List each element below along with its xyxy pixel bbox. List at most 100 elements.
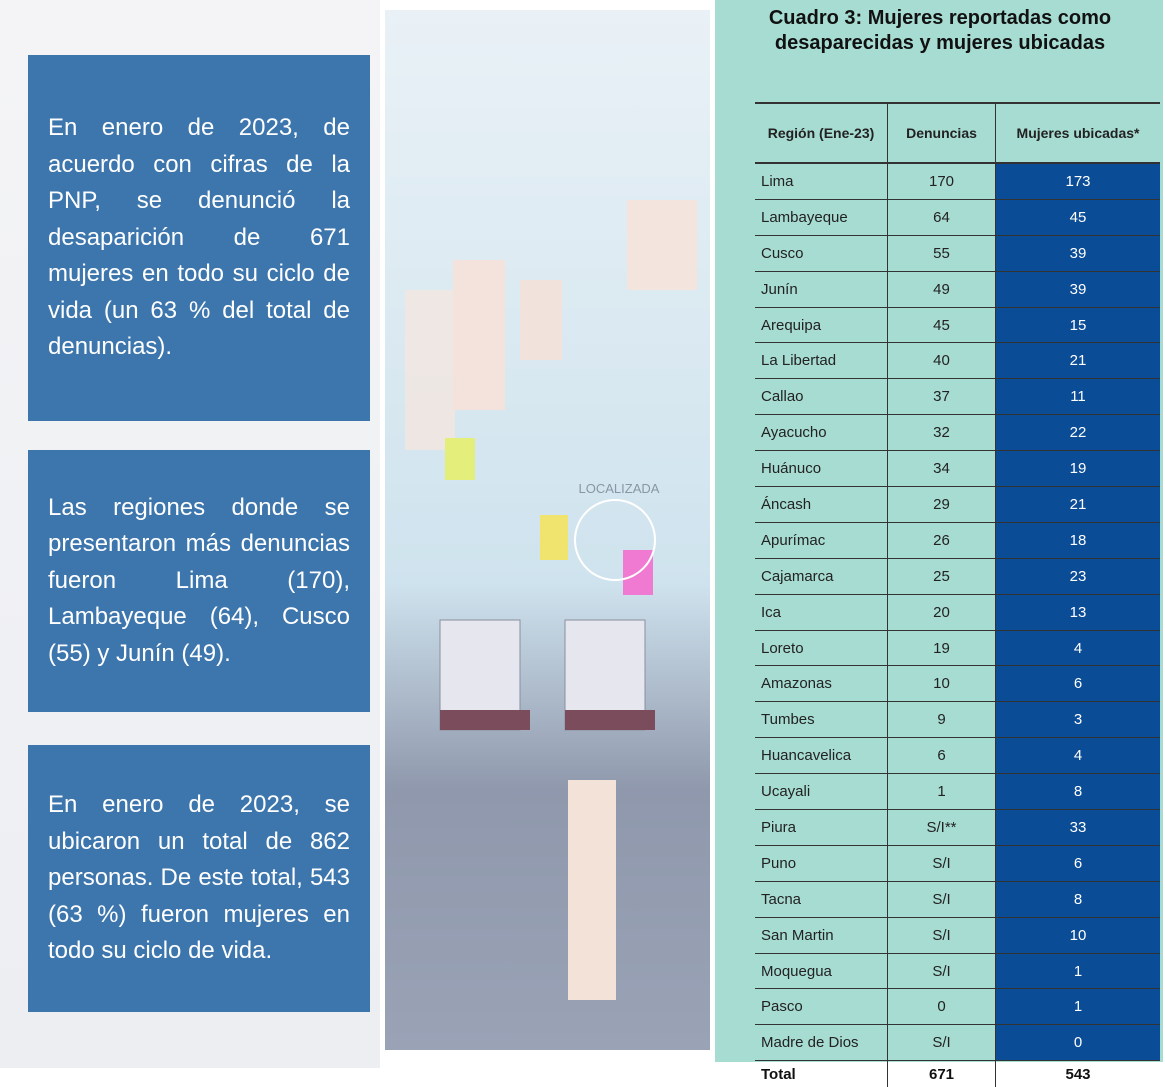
table-cell: Loreto bbox=[755, 630, 888, 666]
table-cell: Junín bbox=[755, 271, 888, 307]
table-cell: Total bbox=[755, 1061, 888, 1087]
table-cell: 37 bbox=[888, 379, 996, 415]
table-cell: Áncash bbox=[755, 487, 888, 523]
table-cell: 10 bbox=[996, 917, 1161, 953]
table-cell: S/I bbox=[888, 953, 996, 989]
table-cell: 18 bbox=[996, 522, 1161, 558]
table-cell: 10 bbox=[888, 666, 996, 702]
table-cell: S/I bbox=[888, 1025, 996, 1061]
table-cell: 4 bbox=[996, 630, 1161, 666]
table-cell: Apurímac bbox=[755, 522, 888, 558]
table-cell: 0 bbox=[888, 989, 996, 1025]
illustration-art: LOCALIZADA bbox=[385, 10, 710, 1050]
table-cell: 22 bbox=[996, 415, 1161, 451]
table-cell: 55 bbox=[888, 235, 996, 271]
text-box: Las regiones donde se presentaron más de… bbox=[28, 450, 370, 712]
table-cell: 45 bbox=[888, 307, 996, 343]
table-cell: Ica bbox=[755, 594, 888, 630]
table-cell: 1 bbox=[888, 774, 996, 810]
table-panel: Cuadro 3: Mujeres reportadas como desapa… bbox=[715, 0, 1163, 1062]
table-cell: 21 bbox=[996, 487, 1161, 523]
table-cell: 8 bbox=[996, 774, 1161, 810]
table-cell: 64 bbox=[888, 199, 996, 235]
column-header: Región (Ene-23) bbox=[755, 103, 888, 163]
table-cell: Ucayali bbox=[755, 774, 888, 810]
column-header: Mujeres ubicadas* bbox=[996, 103, 1161, 163]
table-cell: 39 bbox=[996, 271, 1161, 307]
paragraph: En enero de 2023, se ubicaron un total d… bbox=[48, 787, 350, 970]
column-header: Denuncias bbox=[888, 103, 996, 163]
table-cell: 40 bbox=[888, 343, 996, 379]
table-cell: Pasco bbox=[755, 989, 888, 1025]
table-cell: Huancavelica bbox=[755, 738, 888, 774]
table-cell: San Martin bbox=[755, 917, 888, 953]
table-cell: Piura bbox=[755, 810, 888, 846]
table-cell: Cajamarca bbox=[755, 558, 888, 594]
table-cell: La Libertad bbox=[755, 343, 888, 379]
table-cell: 33 bbox=[996, 810, 1161, 846]
table-cell: 15 bbox=[996, 307, 1161, 343]
table-cell: 21 bbox=[996, 343, 1161, 379]
table-cell: 0 bbox=[996, 1025, 1161, 1061]
table-cell: Tumbes bbox=[755, 702, 888, 738]
table-cell: 8 bbox=[996, 881, 1161, 917]
table-cell: Lima bbox=[755, 163, 888, 199]
table-cell: Ayacucho bbox=[755, 415, 888, 451]
illustration: LOCALIZADA bbox=[385, 10, 710, 1050]
table-cell: 13 bbox=[996, 594, 1161, 630]
table-cell: 32 bbox=[888, 415, 996, 451]
table-cell: Tacna bbox=[755, 881, 888, 917]
table-cell: Arequipa bbox=[755, 307, 888, 343]
table-cell: 4 bbox=[996, 738, 1161, 774]
table-cell: S/I bbox=[888, 845, 996, 881]
table-cell: 1 bbox=[996, 953, 1161, 989]
table-cell: 11 bbox=[996, 379, 1161, 415]
table-cell: 19 bbox=[996, 451, 1161, 487]
table-cell: 34 bbox=[888, 451, 996, 487]
table-cell: Moquegua bbox=[755, 953, 888, 989]
table-cell: 6 bbox=[888, 738, 996, 774]
table-cell: Cusco bbox=[755, 235, 888, 271]
table-cell: Huánuco bbox=[755, 451, 888, 487]
table-cell: 19 bbox=[888, 630, 996, 666]
table-cell: 25 bbox=[888, 558, 996, 594]
table-cell: 3 bbox=[996, 702, 1161, 738]
table-cell: 23 bbox=[996, 558, 1161, 594]
table-cell: S/I** bbox=[888, 810, 996, 846]
table-cell: 671 bbox=[888, 1061, 996, 1087]
table-cell: Callao bbox=[755, 379, 888, 415]
table-cell: 173 bbox=[996, 163, 1161, 199]
paragraph: Las regiones donde se presentaron más de… bbox=[48, 490, 350, 673]
table-cell: 6 bbox=[996, 666, 1161, 702]
paragraph: En enero de 2023, de acuerdo con cifras … bbox=[48, 110, 350, 366]
table-cell: 45 bbox=[996, 199, 1161, 235]
table-cell: 29 bbox=[888, 487, 996, 523]
table-cell: 26 bbox=[888, 522, 996, 558]
table-cell: 543 bbox=[996, 1061, 1161, 1087]
table-cell: S/I bbox=[888, 881, 996, 917]
table-cell: Puno bbox=[755, 845, 888, 881]
text-box: En enero de 2023, de acuerdo con cifras … bbox=[28, 55, 370, 421]
table-cell: Madre de Dios bbox=[755, 1025, 888, 1061]
